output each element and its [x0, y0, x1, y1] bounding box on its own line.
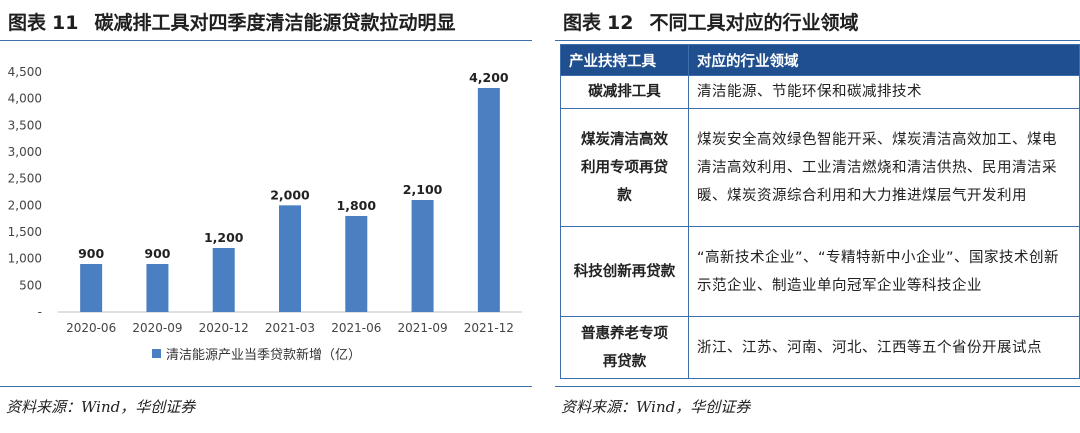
field-cell: 清洁能源、节能环保和碳减排技术	[688, 75, 1080, 109]
data-label: 900	[78, 246, 104, 261]
y-tick-label: 2,500	[8, 172, 42, 186]
figure-label: 图表	[563, 12, 602, 34]
bar	[146, 264, 169, 312]
table-row: 煤炭清洁高效利用专项再贷款 煤炭安全高效绿色智能开采、煤炭清洁高效加工、煤电清洁…	[560, 108, 1080, 227]
table-row: 科技创新再贷款 “高新技术企业”、“专精特新中小企业”、国家技术创新示范企业、制…	[560, 226, 1080, 317]
data-label: 2,000	[270, 187, 310, 202]
figure-title: 图表 12 不同工具对应的行业领域	[563, 8, 858, 35]
y-tick-label: 4,500	[8, 65, 42, 79]
y-tick-label: 4,000	[8, 92, 42, 106]
x-tick-label: 2020-09	[132, 321, 182, 335]
top-rule	[0, 40, 532, 41]
figure-number: 12	[607, 12, 634, 34]
x-tick-label: 2020-12	[199, 321, 249, 335]
top-rule	[555, 40, 1080, 41]
bar	[279, 205, 301, 312]
bar	[411, 200, 434, 312]
industry-table: 产业扶持工具 对应的行业领域 碳减排工具 清洁能源、节能环保和碳减排技术 煤炭清…	[560, 44, 1080, 379]
figure-title-text: 不同工具对应的行业领域	[649, 12, 859, 34]
source-note: 资料来源：Wind，华创证券	[561, 398, 751, 416]
tool-cell: 科技创新再贷款	[560, 226, 689, 317]
y-tick-label: 2,000	[8, 198, 42, 212]
bar	[345, 216, 368, 312]
field-cell: “高新技术企业”、“专精特新中小企业”、国家技术创新示范企业、制造业单向冠军企业…	[688, 226, 1080, 317]
legend-label: 清洁能源产业当季贷款新增（亿）	[166, 348, 362, 363]
bar	[212, 248, 235, 312]
x-tick-label: 2021-09	[398, 321, 448, 335]
bottom-rule	[0, 386, 532, 387]
header-tool: 产业扶持工具	[560, 44, 689, 76]
data-label: 4,200	[469, 70, 509, 85]
chart-panel: 图表 11 碳减排工具对四季度清洁能源贷款拉动明显 - 500 1,000 1,500 2,…	[0, 0, 532, 433]
tool-cell: 煤炭清洁高效利用专项再贷款	[560, 108, 689, 227]
bar	[80, 264, 103, 312]
x-tick-label: 2021-03	[265, 321, 315, 335]
bar	[477, 88, 500, 312]
table-header-row: 产业扶持工具 对应的行业领域	[560, 44, 1080, 76]
chart-legend: 清洁能源产业当季贷款新增（亿）	[152, 344, 361, 363]
y-tick-label: 1,000	[8, 252, 42, 266]
figure-title: 图表 11 碳减排工具对四季度清洁能源贷款拉动明显	[8, 8, 455, 35]
y-tick-label: 500	[19, 278, 42, 292]
field-cell: 浙江、江苏、河南、河北、江西等五个省份开展试点	[688, 316, 1080, 379]
tool-cell: 普惠养老专项再贷款	[560, 316, 689, 379]
header-field: 对应的行业领域	[688, 44, 1080, 76]
figure-number: 11	[52, 12, 79, 34]
y-tick-label: 3,500	[8, 118, 42, 132]
y-tick-label: -	[38, 305, 42, 319]
table-panel: 图表 12 不同工具对应的行业领域 产业扶持工具 对应的行业领域 碳减排工具 清洁能…	[555, 0, 1080, 433]
y-tick-label: 1,500	[8, 225, 42, 239]
figure-title-text: 碳减排工具对四季度清洁能源贷款拉动明显	[94, 12, 456, 34]
field-cell: 煤炭安全高效绿色智能开采、煤炭清洁高效加工、煤电清洁高效利用、工业清洁燃烧和清洁…	[688, 108, 1080, 227]
x-tick-label: 2020-06	[66, 321, 116, 335]
table-row: 碳减排工具 清洁能源、节能环保和碳减排技术	[560, 75, 1080, 109]
data-label: 900	[144, 246, 170, 261]
x-tick-label: 2021-12	[464, 321, 514, 335]
data-label: 1,200	[204, 230, 244, 245]
tool-cell: 碳减排工具	[560, 75, 689, 109]
y-tick-label: 3,000	[8, 145, 42, 159]
bar-chart: - 500 1,000 1,500 2,000 2,500 3,000 3,500 4,000 4…	[8, 65, 522, 335]
table-row: 普惠养老专项再贷款 浙江、江苏、河南、河北、江西等五个省份开展试点	[560, 316, 1080, 379]
data-label: 1,800	[337, 198, 377, 213]
x-tick-label: 2021-06	[331, 321, 381, 335]
figure-label: 图表	[8, 12, 47, 34]
bottom-rule	[555, 386, 1080, 387]
legend-swatch	[152, 349, 161, 358]
source-note: 资料来源：Wind，华创证券	[6, 398, 196, 416]
data-label: 2,100	[403, 182, 443, 197]
